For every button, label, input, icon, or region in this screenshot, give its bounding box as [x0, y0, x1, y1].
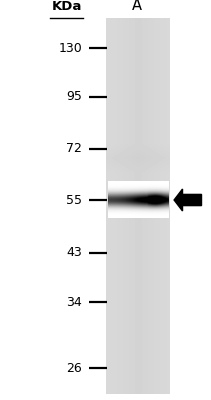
Text: 72: 72: [66, 142, 82, 155]
Text: 34: 34: [66, 296, 82, 308]
Text: 55: 55: [66, 194, 82, 206]
Text: 95: 95: [66, 90, 82, 103]
Text: KDa: KDa: [52, 0, 82, 13]
Text: A: A: [132, 0, 142, 13]
Text: 26: 26: [66, 362, 82, 374]
FancyArrow shape: [174, 189, 202, 211]
Text: 130: 130: [58, 42, 82, 54]
Text: 43: 43: [66, 246, 82, 259]
Bar: [106, 18, 169, 394]
